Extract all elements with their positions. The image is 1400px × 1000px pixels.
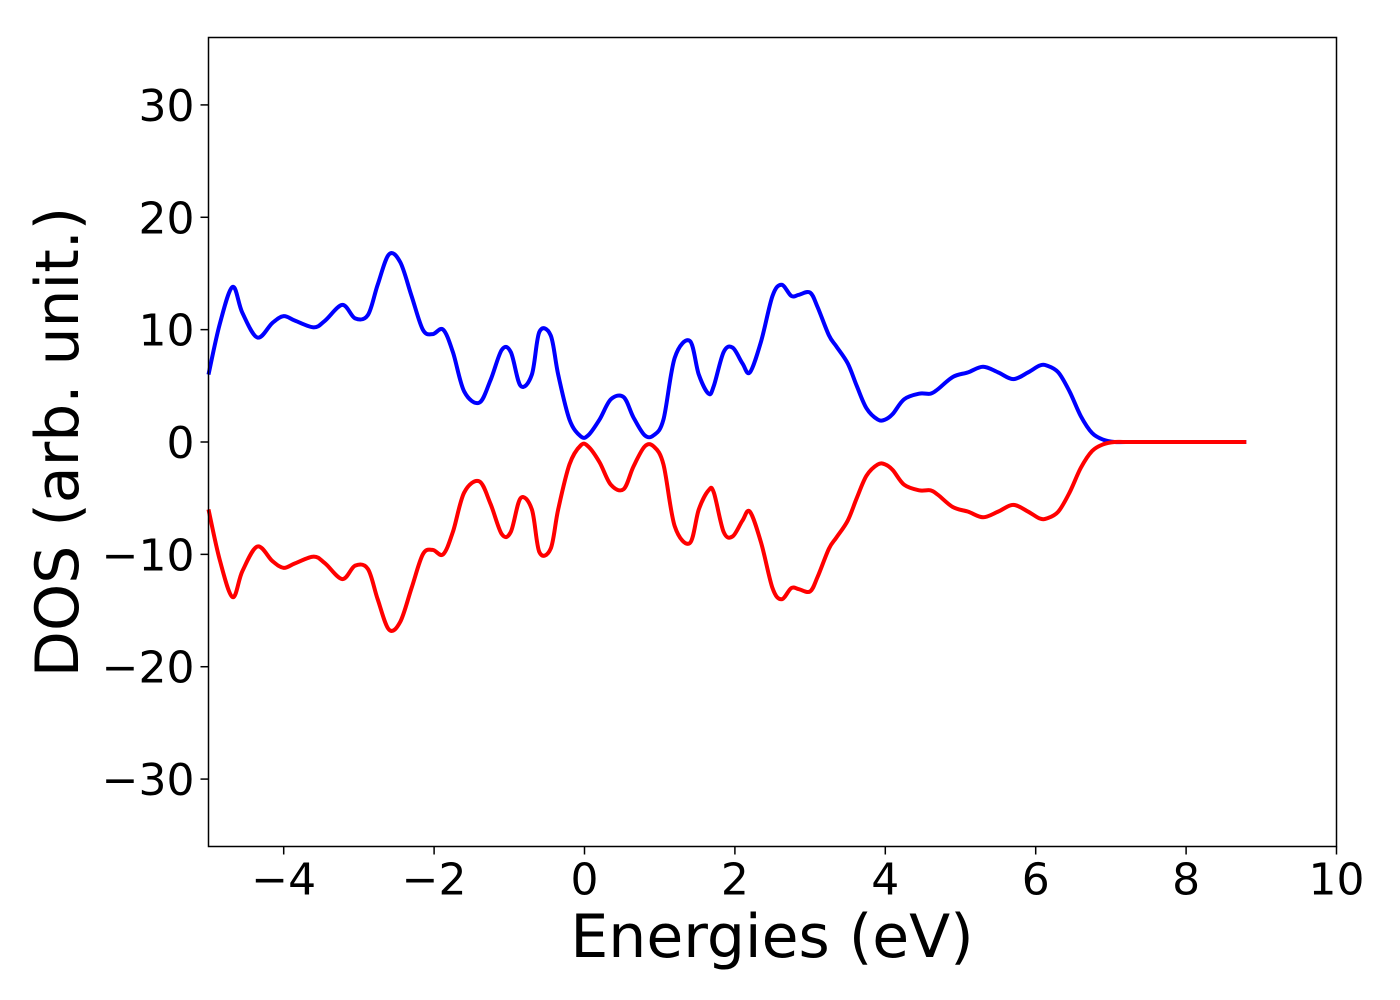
y-tick-label: −30 (102, 755, 195, 806)
x-tick-label: 10 (1309, 855, 1365, 906)
x-tick-label: −4 (251, 855, 316, 906)
series-layer (206, 251, 1247, 633)
x-axis-ticks: −4 −2 0 2 4 6 8 10 (251, 846, 1365, 906)
x-tick-label: 8 (1172, 855, 1200, 906)
x-tick-label: −2 (402, 855, 467, 906)
y-tick-label: 10 (139, 306, 195, 357)
y-axis-ticks: −30 −20 −10 0 10 20 30 (102, 81, 209, 806)
y-tick-label: −20 (102, 643, 195, 694)
y-tick-label: 20 (139, 193, 195, 244)
y-tick-label: 0 (167, 418, 195, 469)
y-tick-label: −10 (102, 530, 195, 581)
y-axis-title: DOS (arb. unit.) (23, 207, 93, 677)
x-tick-label: 4 (871, 855, 899, 906)
x-tick-label: 2 (721, 855, 749, 906)
x-axis-title: Energies (eV) (570, 902, 973, 972)
y-tick-label: 30 (139, 81, 195, 132)
x-tick-label: 0 (571, 855, 599, 906)
x-tick-label: 6 (1022, 855, 1050, 906)
dos-spin-up-line (206, 251, 1247, 445)
dos-spin-down-line (206, 439, 1247, 633)
